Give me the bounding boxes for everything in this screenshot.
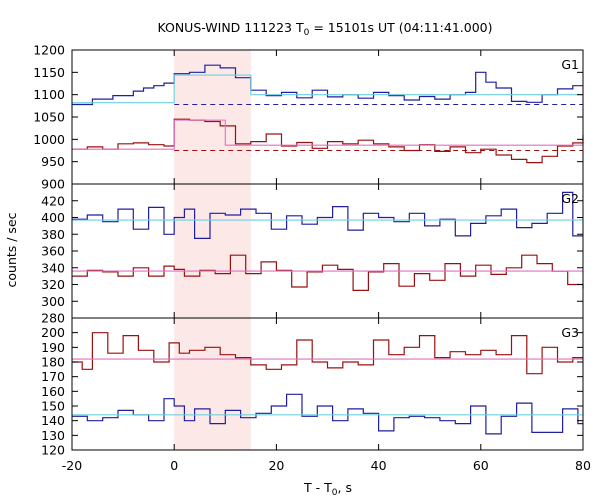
chart-title: KONUS-WIND 111223 T0 = 15101s UT (04:11:… <box>157 20 492 38</box>
shaded-interval <box>174 184 251 318</box>
y-tick-label: 420 <box>41 193 65 208</box>
y-tick-label: 950 <box>41 154 65 169</box>
shaded-interval <box>174 50 251 184</box>
x-tick-label: 0 <box>170 458 178 473</box>
shaded-interval <box>174 318 251 450</box>
x-tick-label: 80 <box>575 458 591 473</box>
y-tick-label: 1150 <box>33 65 65 80</box>
series-blue-step <box>72 64 583 106</box>
title-subscript: 0 <box>304 28 310 38</box>
x-tick-label: -20 <box>62 458 82 473</box>
y-tick-label: 170 <box>41 369 65 384</box>
y-tick-label: 340 <box>41 260 65 275</box>
panel-frame <box>71 49 584 185</box>
series-blue-step <box>72 393 583 435</box>
y-tick-label: 900 <box>41 177 65 192</box>
xlabel-rest: , s <box>338 480 352 495</box>
y-tick-label: 190 <box>41 340 65 355</box>
x-axis-label: T - T0, s <box>303 480 352 498</box>
y-tick-label: 150 <box>41 399 65 414</box>
y-tick-label: 120 <box>41 443 65 458</box>
y-tick-label: 360 <box>41 244 65 259</box>
panels-group: 90095010001050110011501200G1280300320340… <box>33 43 591 474</box>
title-main: KONUS-WIND 111223 T <box>157 20 303 35</box>
x-tick-label: 40 <box>371 458 387 473</box>
panel-label: G3 <box>561 325 579 340</box>
y-tick-label: 1200 <box>33 43 65 58</box>
y-tick-label: 1000 <box>33 132 65 147</box>
y-axis-label: counts / sec <box>4 212 19 287</box>
y-tick-label: 1050 <box>33 110 65 125</box>
series-red-step <box>72 332 583 375</box>
y-tick-label: 1100 <box>33 87 65 102</box>
series-red-step <box>72 118 584 164</box>
y-tick-label: 200 <box>41 325 65 340</box>
series-red-step <box>72 254 584 291</box>
x-tick-label: 60 <box>473 458 489 473</box>
x-tick-label: 20 <box>268 458 284 473</box>
y-tick-label: 400 <box>41 210 65 225</box>
series-blue-step <box>72 191 583 239</box>
series-red-fit <box>72 119 583 150</box>
y-tick-label: 130 <box>41 428 65 443</box>
xlabel-subscript: 0 <box>332 488 338 498</box>
panel-frame <box>71 317 584 451</box>
y-tick-label: 160 <box>41 384 65 399</box>
panel-frame <box>71 183 584 319</box>
y-tick-label: 280 <box>41 311 65 326</box>
y-tick-label: 380 <box>41 227 65 242</box>
panel-label: G2 <box>561 191 579 206</box>
panel-label: G1 <box>561 57 579 72</box>
y-tick-label: 180 <box>41 355 65 370</box>
xlabel-main: T - T <box>303 480 332 495</box>
series-blue-fit <box>72 74 583 104</box>
panel-g1: 900 950 1000 1050 1100 1150 1200 G1 <box>33 43 584 192</box>
y-tick-label: 300 <box>41 294 65 309</box>
y-tick-label: 140 <box>41 413 65 428</box>
title-rest: = 15101s UT (04:11:41.000) <box>309 20 492 35</box>
y-tick-label: 320 <box>41 277 65 292</box>
